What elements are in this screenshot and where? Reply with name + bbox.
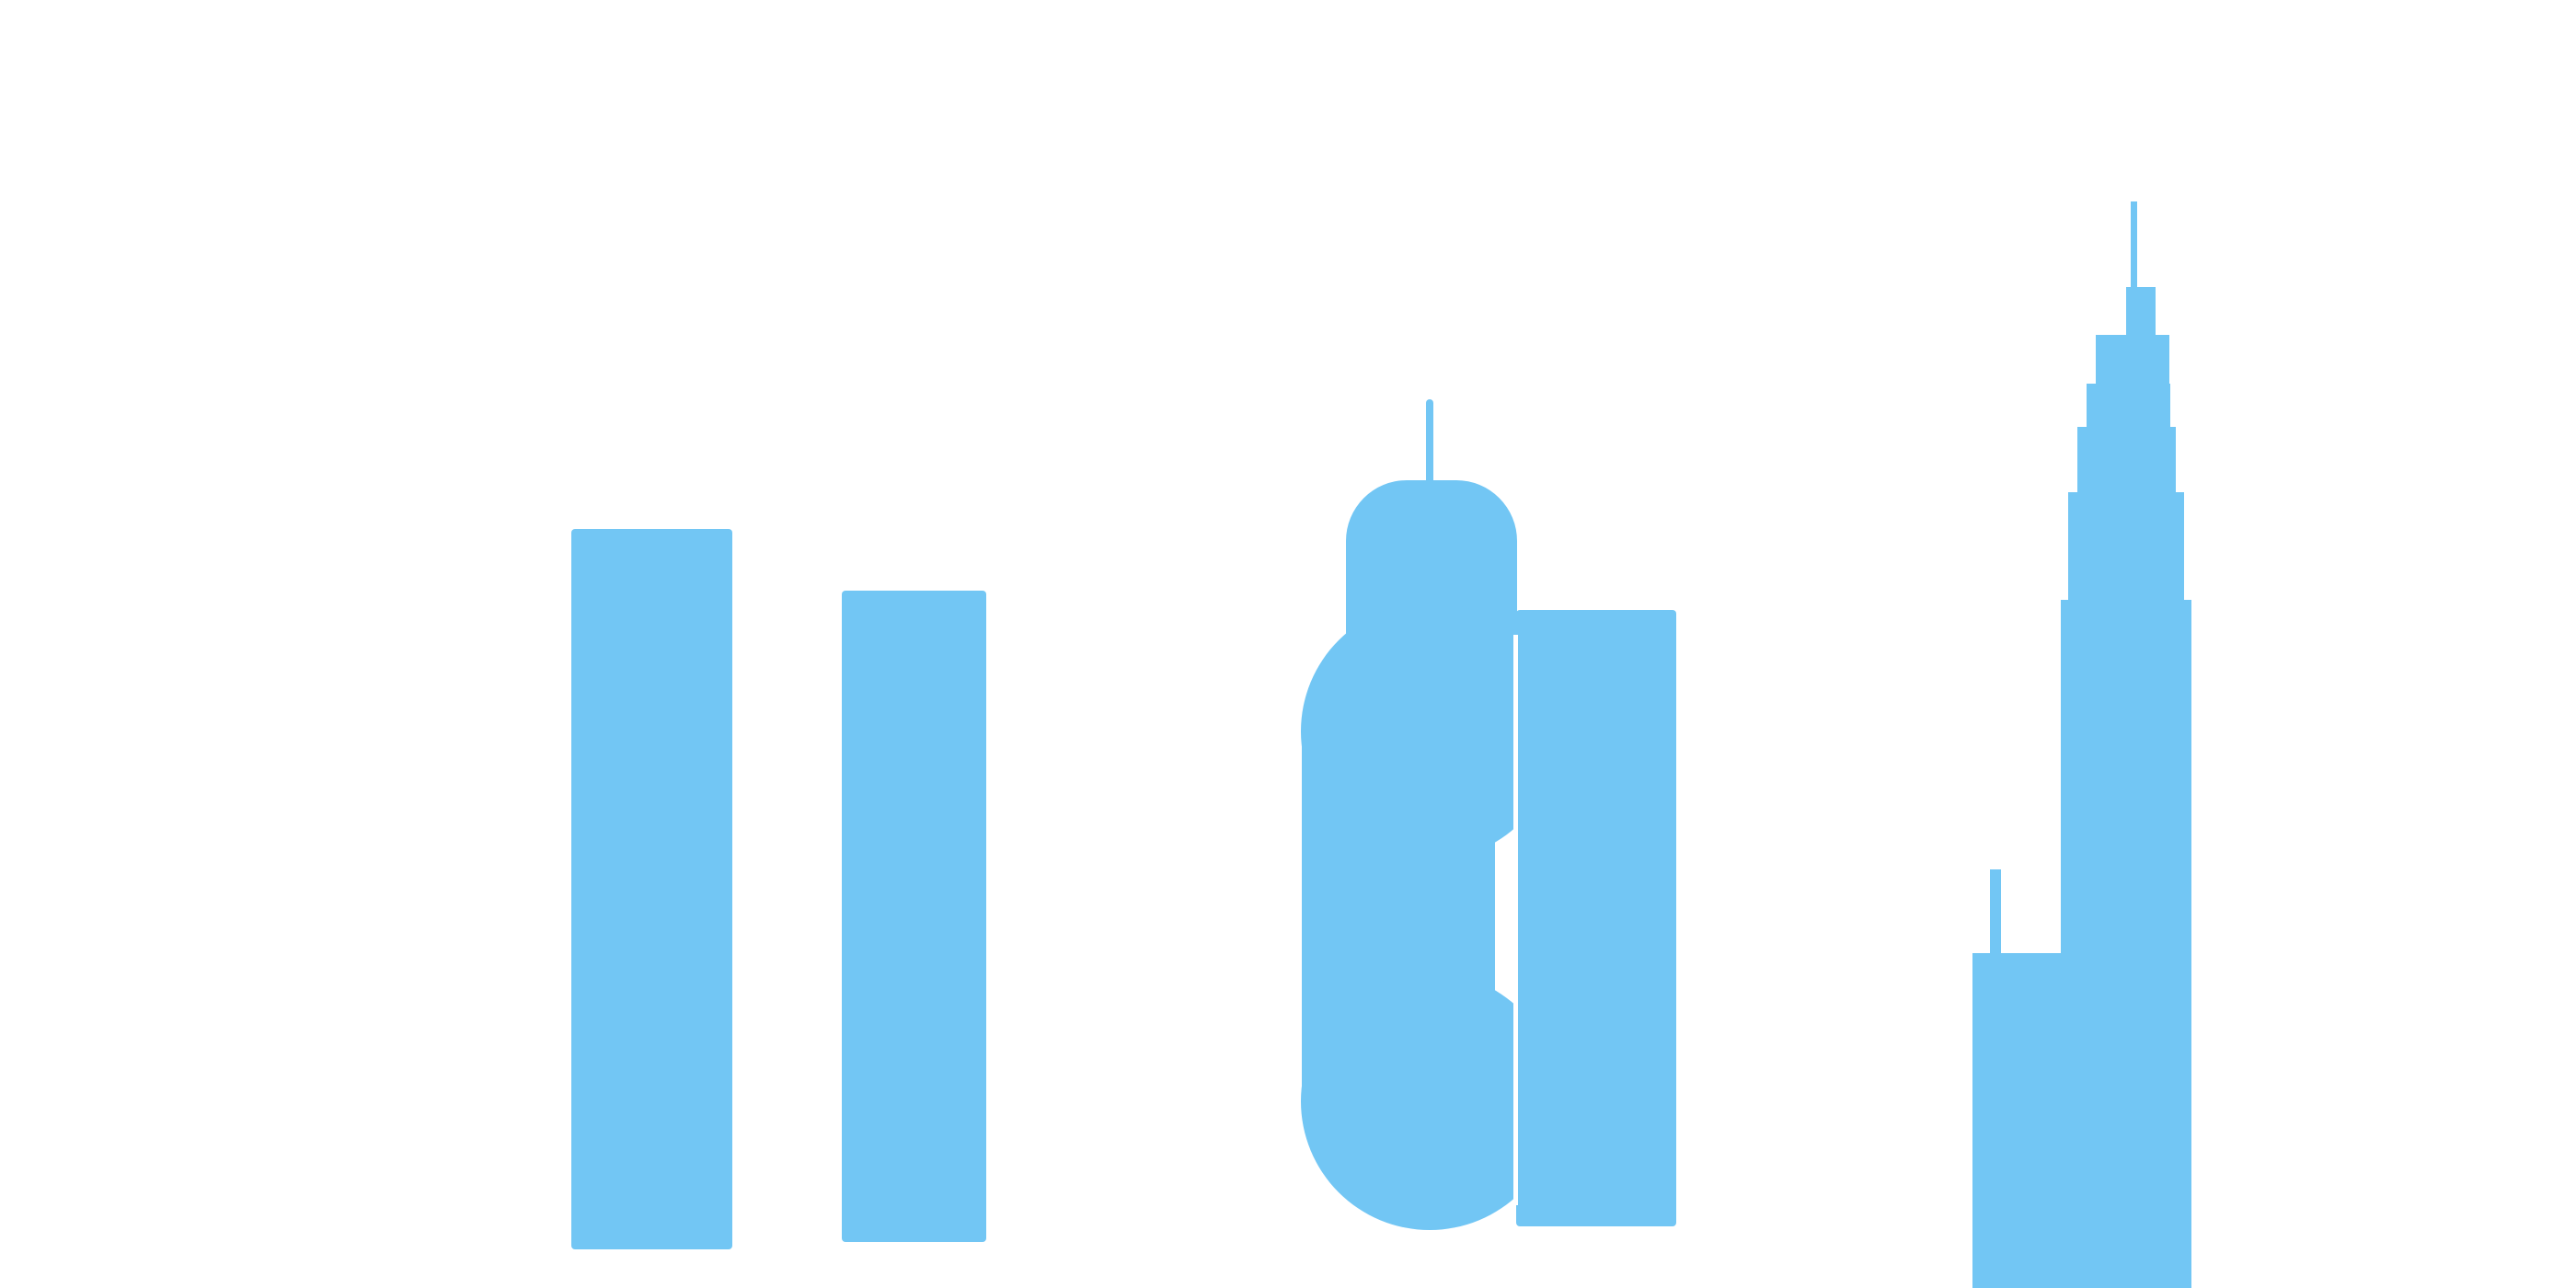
rounded-skyscraper-icon xyxy=(1301,399,1558,1230)
antenna xyxy=(1426,399,1433,491)
spire-tier-1 xyxy=(2126,287,2156,339)
spire-mast xyxy=(2131,201,2137,290)
spire-tier-3 xyxy=(2087,384,2170,431)
side-wing xyxy=(1972,953,2074,1288)
spire-tier-4 xyxy=(2077,427,2176,497)
spire-tier-5 xyxy=(2068,492,2184,603)
tower-right-icon xyxy=(1516,610,1676,1226)
spire-tier-2 xyxy=(2096,335,2169,388)
tower-second-icon xyxy=(842,591,986,1242)
tower-seam xyxy=(1513,635,1518,1205)
main-shaft xyxy=(2061,600,2191,1288)
side-mast xyxy=(1990,869,2001,963)
lower-lobe xyxy=(1301,972,1558,1230)
stepped-spire-skyscraper-icon xyxy=(1972,201,2191,1288)
tower-left-icon xyxy=(571,529,732,1249)
